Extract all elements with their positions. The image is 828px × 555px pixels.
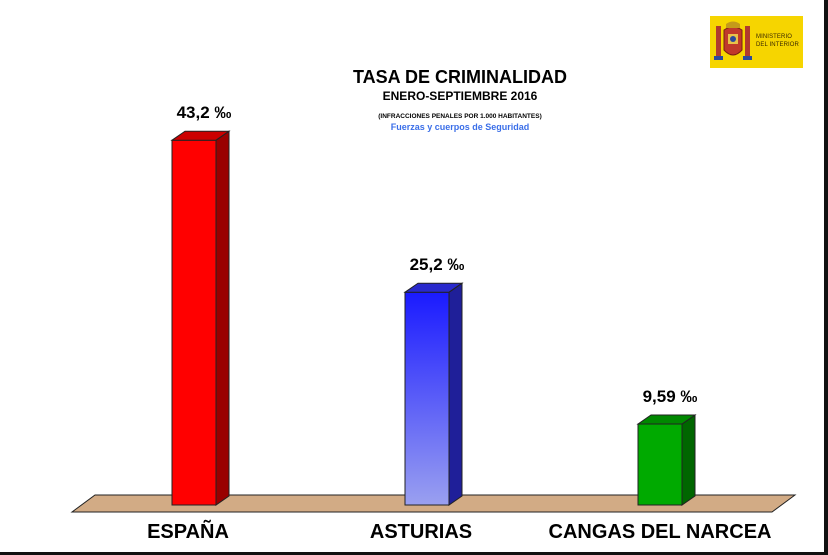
bar-1 <box>170 130 231 506</box>
category-label-2: ASTURIAS <box>370 521 472 543</box>
labels-group: 43,2 ‰ ESPAÑA 25,2 ‰ ASTURIAS 9,59 ‰ CANGAS D… <box>147 103 771 543</box>
chart-note: (INFRACCIONES PENALES POR 1.000 HABITANT… <box>378 113 542 120</box>
ministry-name: MINISTERIO DEL INTERIOR <box>756 33 799 49</box>
frame-border-right <box>824 0 828 555</box>
ministry-name-line2: DEL INTERIOR <box>756 42 799 48</box>
coat-of-arms-icon <box>714 21 752 60</box>
value-label-3: 9,59 ‰ <box>643 387 698 406</box>
chart-subtitle: ENERO-SEPTIEMBRE 2016 <box>382 89 538 103</box>
ministry-name-line1: MINISTERIO <box>756 34 793 40</box>
category-label-3: CANGAS DEL NARCEA <box>549 521 772 543</box>
value-label-1: 43,2 ‰ <box>177 103 232 122</box>
category-label-1: ESPAÑA <box>147 520 229 543</box>
chart-source: Fuerzas y cuerpos de Seguridad <box>390 122 530 132</box>
frame-border-bottom <box>0 552 828 555</box>
bars-group <box>170 130 697 506</box>
ministry-logo: MINISTERIO DEL INTERIOR <box>710 16 803 68</box>
value-label-2: 25,2 ‰ <box>410 255 465 274</box>
chart-title: TASA DE CRIMINALIDAD <box>353 67 567 87</box>
chart-titles: TASA DE CRIMINALIDAD ENERO-SEPTIEMBRE 20… <box>300 66 620 132</box>
bar-2 <box>403 282 464 506</box>
bar-3 <box>636 414 697 506</box>
